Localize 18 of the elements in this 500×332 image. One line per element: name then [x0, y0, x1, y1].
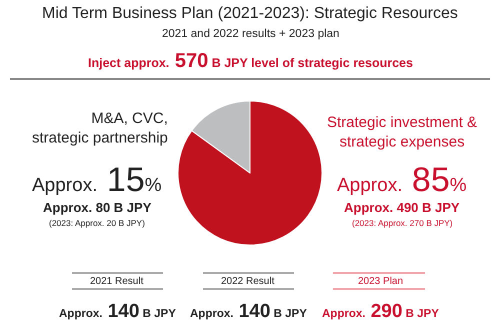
chart-subtitle: 2021 and 2022 results + 2023 plan — [162, 28, 340, 40]
text: Approx. 290 B JPY — [322, 301, 440, 322]
text: Inject approx. 570 B JPY level of strategic resources — [88, 50, 413, 72]
slice-label: Strategic investment & strategic expenses — [327, 114, 478, 150]
pie-slice — [178, 100, 322, 246]
text: (2023: Approx. 270 B JPY) — [352, 218, 453, 228]
text: Approx. 80 B JPY — [43, 200, 152, 215]
text: Approx. 490 B JPY — [344, 200, 460, 215]
text: Approx. 140 B JPY — [59, 301, 176, 322]
slice-label: M&A, CVC, strategic partnership — [32, 110, 168, 146]
text: 2023 Plan — [358, 276, 404, 287]
data-label: Approx. 85% — [337, 161, 467, 199]
chart-title: Mid Term Business Plan (2021-2023): Strategic Resources — [42, 5, 458, 22]
data-label: Approx. 15% — [32, 161, 162, 199]
text: Approx. 140 B JPY — [190, 301, 308, 322]
text: 2021 Result — [90, 276, 144, 287]
text: (2023: Approx. 20 B JPY) — [49, 218, 146, 228]
text: 2022 Result — [221, 276, 275, 287]
